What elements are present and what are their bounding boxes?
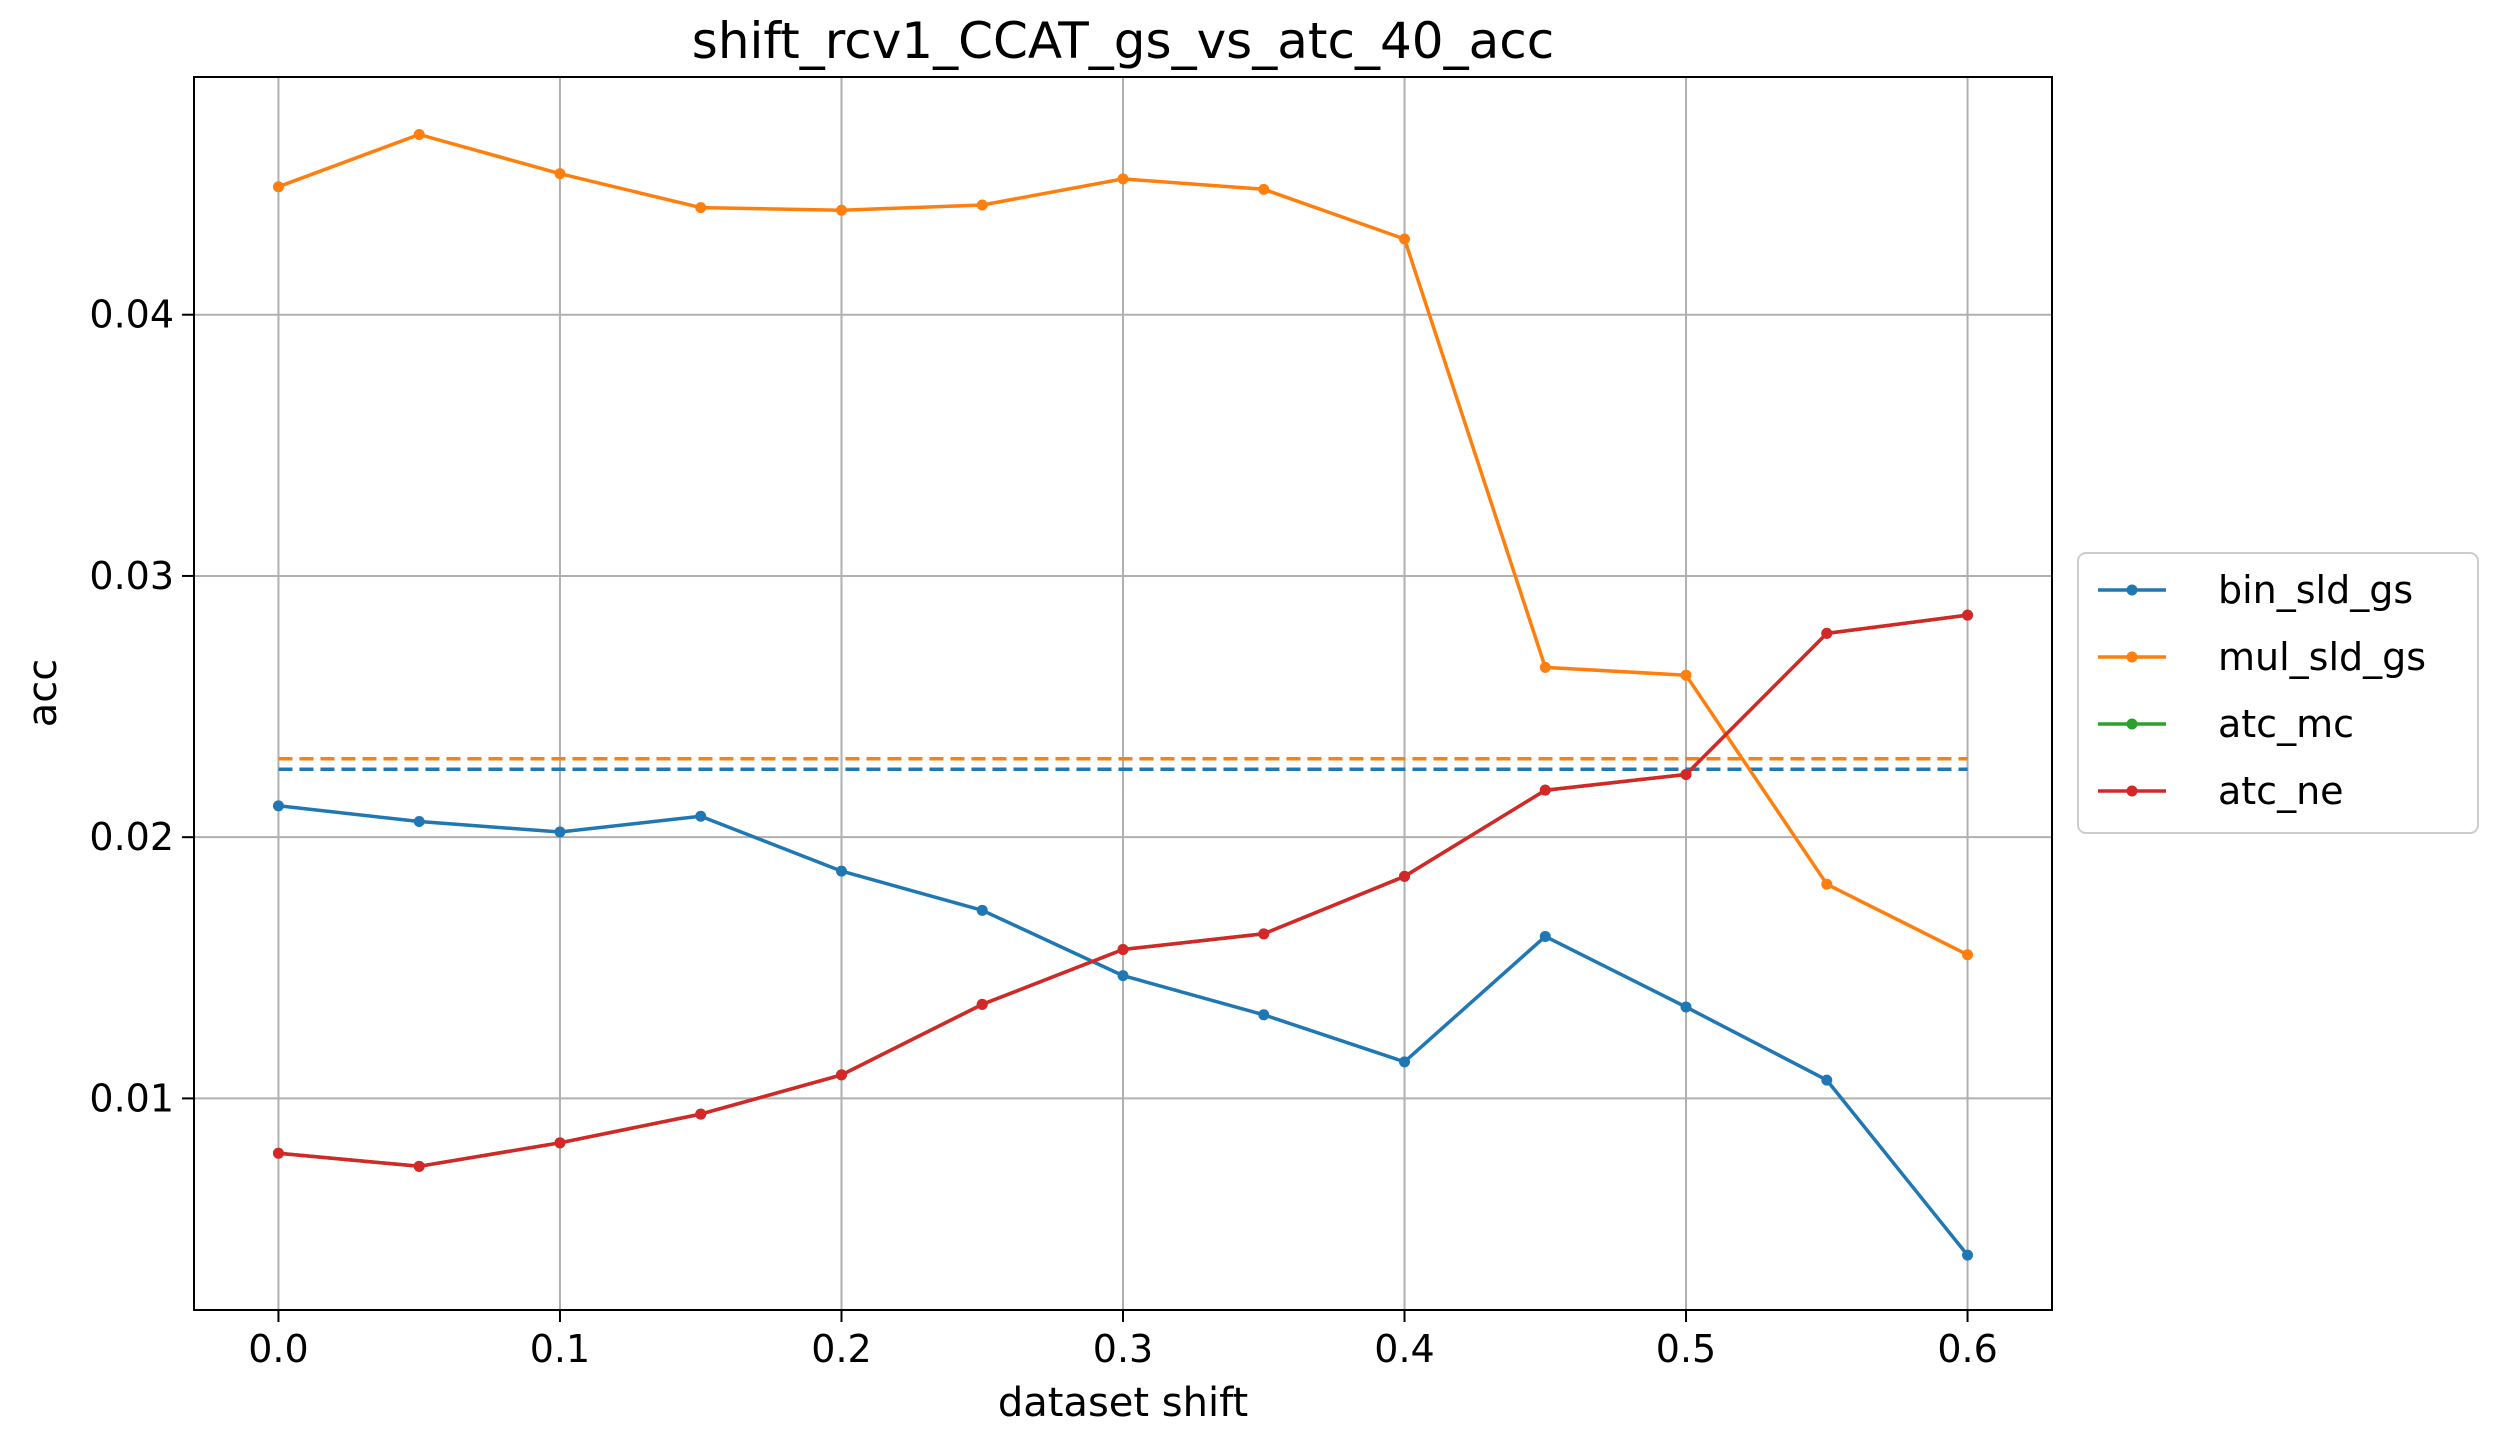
- atc_ne-point: [976, 998, 988, 1010]
- grid: [194, 77, 2052, 1310]
- atc_ne-point: [835, 1069, 847, 1081]
- legend-frame: [2077, 552, 2479, 834]
- bin_sld_gs-point: [413, 816, 425, 828]
- x-axis-label: dataset shift: [998, 1380, 1248, 1426]
- x-tick-label: 0.0: [248, 1327, 308, 1371]
- bin_sld_gs-point: [272, 800, 284, 812]
- bin_sld_gs-point: [1821, 1074, 1833, 1086]
- bin_sld_gs-point: [695, 810, 707, 822]
- mul_sld_gs-point: [1258, 183, 1270, 195]
- mul_sld_gs-point: [1680, 669, 1692, 681]
- mul_sld_gs-point: [976, 199, 988, 211]
- x-tick-label: 0.5: [1656, 1327, 1716, 1371]
- atc_ne-point: [272, 1147, 284, 1159]
- y-axis-ticks: 0.01 0.02 0.03 0.04: [89, 293, 194, 1120]
- series-atc_ne: [272, 609, 1974, 1172]
- legend-marker-atc_mc: [2126, 718, 2138, 730]
- series-lines: [272, 128, 1974, 1261]
- atc_ne-point: [1399, 870, 1411, 882]
- mul_sld_gs-point: [835, 204, 847, 216]
- mul_sld_gs-point: [695, 202, 707, 214]
- atc_ne-point: [1258, 928, 1270, 940]
- legend-label-mul_sld_gs: mul_sld_gs: [2218, 635, 2426, 679]
- x-tick-label: 0.1: [530, 1327, 590, 1371]
- mul_sld_gs-point: [413, 128, 425, 140]
- series-mul_sld_gs: [272, 128, 1974, 961]
- atc_ne-point: [695, 1108, 707, 1120]
- mul_sld_gs-point: [1399, 233, 1411, 245]
- mul_sld_gs-point: [272, 181, 284, 193]
- bin_sld_gs-point: [1539, 930, 1551, 942]
- mul_sld_gs-point: [1821, 878, 1833, 890]
- atc_ne-point: [1962, 609, 1974, 621]
- y-tick-label: 0.02: [89, 815, 174, 859]
- x-tick-label: 0.6: [1937, 1327, 1997, 1371]
- bin_sld_gs-point: [554, 826, 566, 838]
- y-tick-label: 0.04: [89, 293, 174, 337]
- atc_ne-point: [1117, 944, 1129, 956]
- mul_sld_gs-point: [1539, 661, 1551, 673]
- mul_sld_gs-point: [554, 168, 566, 180]
- legend-label-atc_mc: atc_mc: [2218, 702, 2354, 746]
- mul_sld_gs-point: [1962, 949, 1974, 961]
- mul_sld_gs-point: [1117, 173, 1129, 185]
- y-tick-label: 0.03: [89, 554, 174, 598]
- legend-marker-atc_ne: [2126, 785, 2138, 797]
- series-bin_sld_gs: [272, 800, 1974, 1261]
- y-axis-label: acc: [20, 659, 66, 728]
- atc_ne-point: [413, 1160, 425, 1172]
- atc_ne-point: [1539, 784, 1551, 796]
- bin_sld_gs-point: [1962, 1249, 1974, 1261]
- y-tick-label: 0.01: [89, 1076, 174, 1120]
- bin_sld_gs-point: [1399, 1056, 1411, 1068]
- bin_sld_gs-point: [1258, 1009, 1270, 1021]
- x-tick-label: 0.4: [1374, 1327, 1434, 1371]
- bin_sld_gs-point: [1117, 970, 1129, 982]
- bin_sld_gs-point: [835, 865, 847, 877]
- atc_ne-point: [554, 1137, 566, 1149]
- x-axis-ticks: 0.0 0.1 0.2 0.3 0.4 0.5 0.6: [248, 1310, 1998, 1371]
- legend-label-atc_ne: atc_ne: [2218, 769, 2344, 813]
- atc_ne-point: [1680, 768, 1692, 780]
- x-tick-label: 0.2: [811, 1327, 871, 1371]
- x-tick-label: 0.3: [1093, 1327, 1153, 1371]
- atc_ne-point: [1821, 627, 1833, 639]
- bin_sld_gs-point: [1680, 1001, 1692, 1013]
- chart-title: shift_rcv1_CCAT_gs_vs_atc_40_acc: [692, 12, 1554, 70]
- bin_sld_gs-point: [976, 904, 988, 916]
- legend-label-bin_sld_gs: bin_sld_gs: [2218, 568, 2413, 612]
- legend-marker-bin_sld_gs: [2126, 584, 2138, 596]
- legend-marker-mul_sld_gs: [2126, 651, 2138, 663]
- legend: bin_sld_gs mul_sld_gs atc_mc atc_ne: [2077, 552, 2479, 834]
